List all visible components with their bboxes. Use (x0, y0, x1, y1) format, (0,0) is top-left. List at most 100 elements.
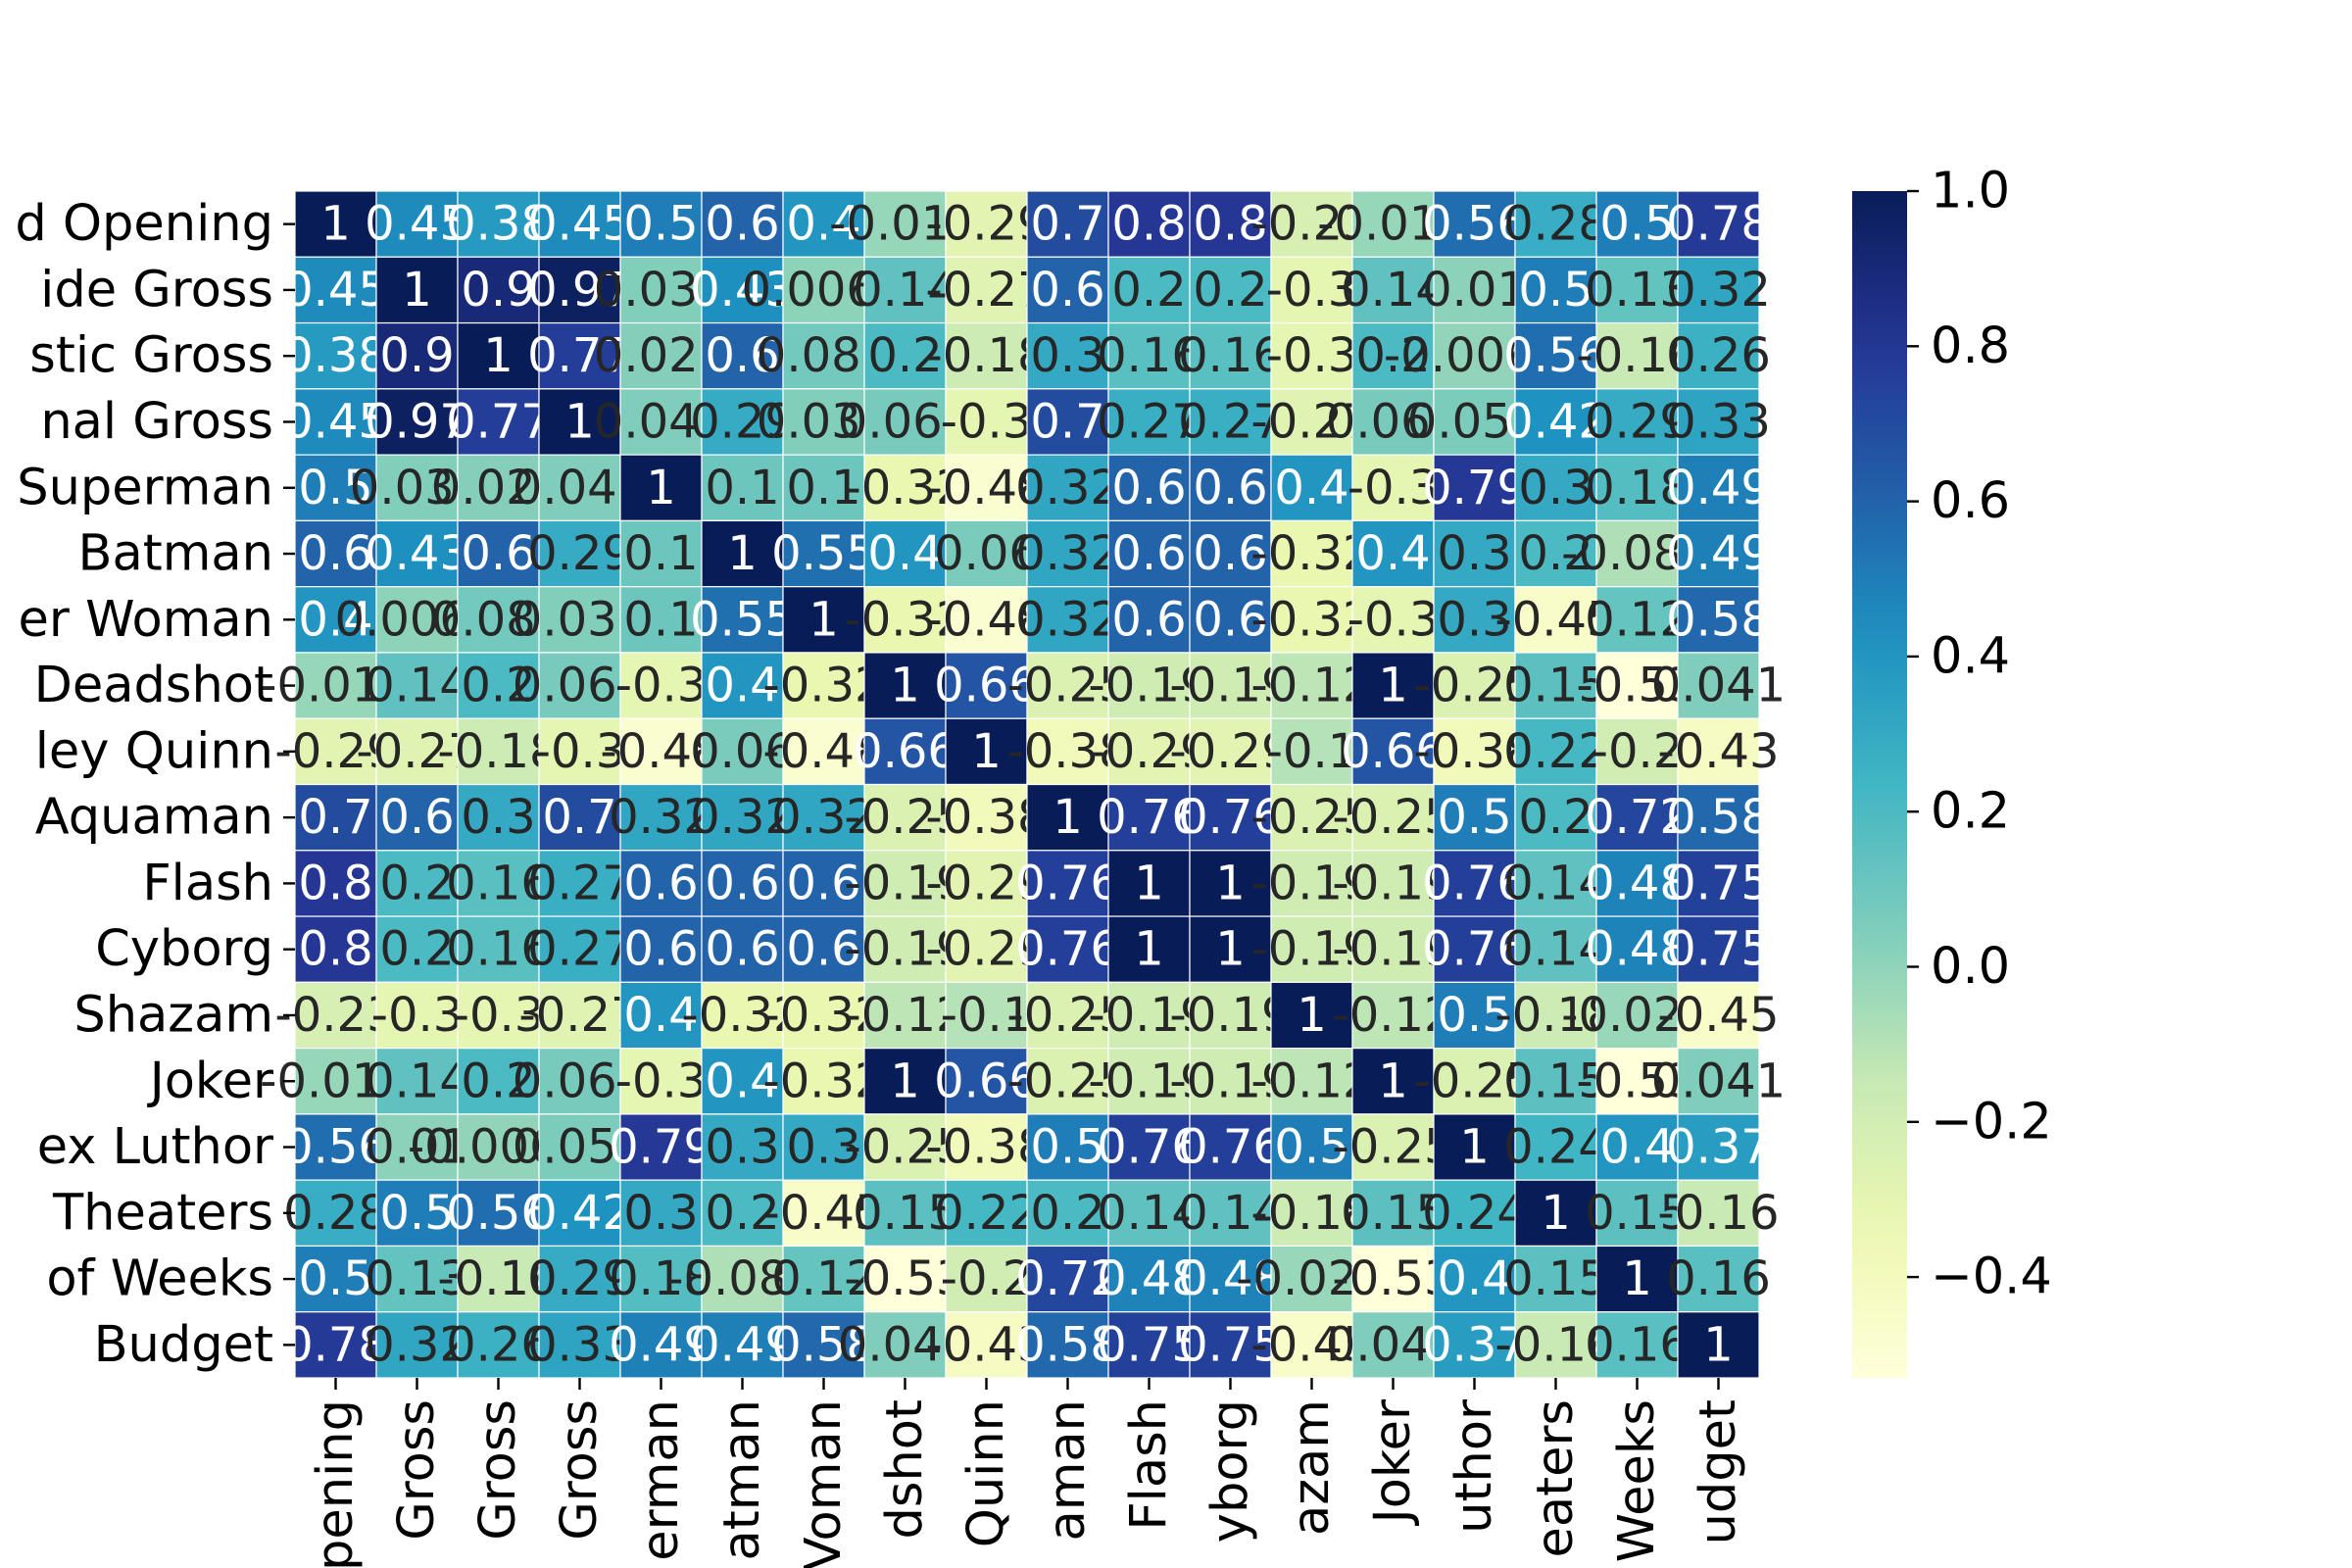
cell-value-label-2-3: 0.77 (527, 328, 632, 383)
heatmap-cell-9-4 (619, 783, 703, 852)
cell-value-label-16-1: 0.13 (365, 1251, 469, 1306)
cell-value-label-4-13: -0.3 (1348, 461, 1440, 515)
x-tick-label-5: atman (713, 1399, 771, 1561)
heatmap-cell-3-9 (1026, 388, 1109, 456)
cell-value-label-0-3: 0.45 (527, 197, 632, 252)
heatmap-cell-12-0 (294, 981, 377, 1050)
heatmap-cell-6-17 (1677, 586, 1760, 654)
cell-value-label-0-4: 0.5 (623, 197, 698, 252)
heatmap-cell-16-10 (1107, 1245, 1191, 1313)
heatmap-cell-6-9 (1026, 586, 1109, 654)
cell-value-label-16-14: 0.4 (1437, 1251, 1511, 1306)
x-tick-label-10: Flash (1120, 1399, 1178, 1531)
cell-value-label-3-15: 0.42 (1503, 394, 1608, 449)
heatmap-cell-12-5 (701, 981, 784, 1050)
heatmap-cell-15-15 (1514, 1179, 1597, 1248)
heatmap-cell-6-4 (619, 586, 703, 654)
heatmap-cell-0-6 (782, 190, 865, 258)
cell-value-label-4-6: 0.1 (786, 461, 860, 515)
heatmap-cell-11-13 (1351, 915, 1435, 983)
colorbar-tick-label-2: 0.6 (1931, 472, 2010, 530)
heatmap-cell-12-1 (375, 981, 459, 1050)
heatmap-cell-0-13 (1351, 190, 1435, 258)
cell-value-label-5-13: 0.4 (1355, 526, 1430, 581)
cell-value-label-17-6: 0.58 (771, 1317, 876, 1372)
heatmap-cell-8-3 (538, 717, 621, 786)
cell-value-label-11-11: 1 (1215, 922, 1246, 977)
cell-value-label-17-2: 0.26 (446, 1317, 551, 1372)
cell-value-label-14-0: 0.56 (283, 1120, 388, 1175)
x-tick-label-4: erman (632, 1399, 690, 1561)
cell-value-label-2-9: 0.3 (1030, 328, 1104, 383)
heatmap-cell-14-10 (1107, 1113, 1191, 1181)
heatmap-cell-10-0 (294, 850, 377, 917)
cell-value-label-5-11: 0.6 (1193, 526, 1267, 581)
heatmap-cell-4-14 (1433, 454, 1516, 521)
cell-value-label-9-5: 0.32 (690, 790, 795, 845)
cell-value-label-2-15: 0.56 (1503, 328, 1608, 383)
heatmap-cell-15-11 (1189, 1179, 1272, 1248)
heatmap-cell-4-17 (1677, 454, 1760, 521)
heatmap-cell-0-4 (619, 190, 703, 258)
y-axis-ticks: d Opening ide Gross stic Gross nal Gross Sup… (15, 195, 295, 1374)
cell-value-label-5-0: 0.6 (298, 526, 372, 581)
heatmap-cell-12-15 (1514, 981, 1597, 1050)
heatmap-cell-1-3 (538, 256, 621, 324)
cell-value-label-3-16: 0.29 (1585, 394, 1690, 449)
cell-value-label-4-17: 0.49 (1666, 461, 1771, 515)
cell-value-label-4-11: 0.6 (1193, 461, 1267, 515)
heatmap-cell-6-14 (1433, 586, 1516, 654)
x-tick-label-1: Gross (388, 1399, 446, 1541)
heatmap-cell-3-16 (1595, 388, 1679, 456)
heatmap-cell-1-0 (294, 256, 377, 324)
cell-value-label-14-1: 0.01 (365, 1120, 469, 1175)
cell-value-label-10-1: 0.2 (379, 856, 454, 910)
cell-value-label-9-17: 0.58 (1666, 790, 1771, 845)
cell-value-label-3-9: 0.7 (1030, 394, 1104, 449)
heatmap-cell-16-3 (538, 1245, 621, 1313)
cell-value-label-12-2: -0.3 (453, 988, 545, 1043)
heatmap-cell-10-4 (619, 850, 703, 917)
cell-value-label-7-5: 0.4 (705, 659, 779, 713)
heatmap-cell-9-1 (375, 783, 459, 852)
cell-value-label-8-8: 1 (971, 724, 1002, 779)
cell-value-label-8-12: -0.1 (1266, 724, 1358, 779)
heatmap-cell-15-9 (1026, 1179, 1109, 1248)
heatmap-cell-3-14 (1433, 388, 1516, 456)
heatmap-cell-4-11 (1189, 454, 1272, 521)
cell-value-label-1-9: 0.6 (1030, 263, 1104, 318)
heatmap-cell-1-10 (1107, 256, 1191, 324)
heatmap-cell-11-8 (945, 915, 1028, 983)
cell-value-label-16-17: 0.16 (1666, 1251, 1771, 1306)
cell-value-label-13-1: 0.14 (365, 1054, 469, 1108)
heatmap-cell-13-8 (945, 1048, 1028, 1115)
cell-value-label-0-10: 0.8 (1111, 197, 1186, 252)
cell-value-label-6-4: 0.1 (623, 592, 698, 647)
cell-value-label-6-5: 0.55 (690, 592, 795, 647)
heatmap-cell-16-16 (1595, 1245, 1679, 1313)
colorbar-tick-label-4: 0.2 (1931, 783, 2010, 841)
heatmap-cell-2-4 (619, 321, 703, 390)
heatmap-cell-2-16 (1595, 321, 1679, 390)
cell-value-label-5-17: 0.49 (1666, 526, 1771, 581)
y-tick-label-10: Flash (142, 855, 273, 912)
cell-value-label-15-15: 1 (1541, 1186, 1571, 1241)
heatmap-cell-2-15 (1514, 321, 1597, 390)
heatmap-cell-10-11 (1189, 850, 1272, 917)
cell-value-label-13-7: 1 (890, 1054, 920, 1108)
heatmap-cell-6-6 (782, 586, 865, 654)
cell-value-label-15-14: 0.24 (1422, 1186, 1527, 1241)
heatmap-cell-4-16 (1595, 454, 1679, 521)
cell-value-label-6-13: -0.3 (1348, 592, 1440, 647)
heatmap-cell-11-3 (538, 915, 621, 983)
cell-value-label-17-14: 0.37 (1422, 1317, 1527, 1372)
cell-value-label-12-14: 0.5 (1437, 988, 1511, 1043)
cell-value-label-11-16: 0.48 (1585, 922, 1690, 977)
cell-value-label-10-11: 1 (1215, 856, 1246, 910)
heatmap-cell-0-11 (1189, 190, 1272, 258)
heatmap-cell-17-2 (457, 1311, 540, 1379)
cell-value-label-0-11: 0.8 (1193, 197, 1267, 252)
heatmap-cell-5-12 (1270, 519, 1353, 588)
y-tick-label-1: ide Gross (40, 261, 273, 318)
heatmap-cell-9-2 (457, 783, 540, 852)
